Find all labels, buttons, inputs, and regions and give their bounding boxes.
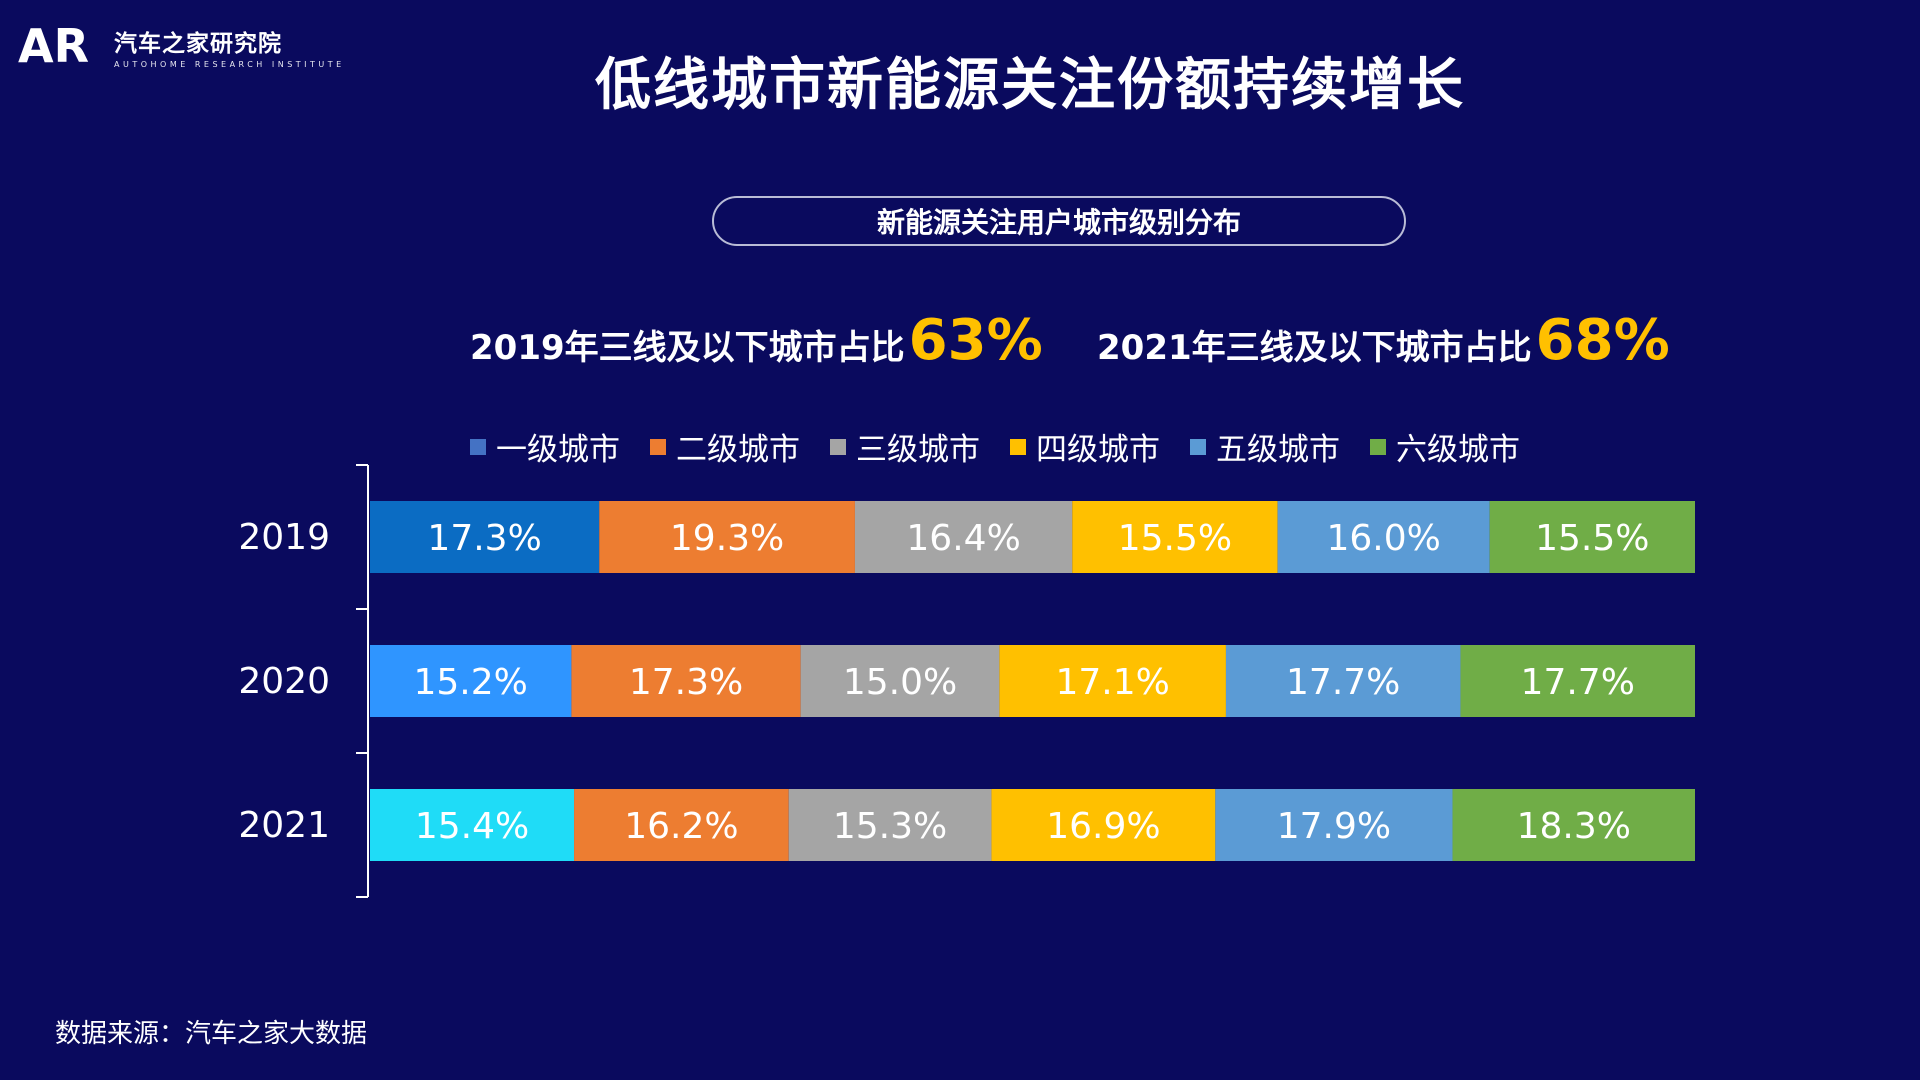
data-label-2019-2: 19.3% <box>670 518 784 559</box>
legend-item-3: 三级城市 <box>830 424 980 469</box>
legend-item-1: 一级城市 <box>470 424 620 469</box>
bar-segment-2021-6 <box>1452 789 1695 861</box>
stat-2021-value: 68% <box>1535 308 1670 373</box>
bar-segment-2019-4 <box>1072 501 1278 573</box>
data-label-2020-4: 17.1% <box>1055 662 1169 703</box>
legend-item-2: 二级城市 <box>650 424 800 469</box>
legend-swatch <box>1190 438 1206 455</box>
data-label-2019-4: 15.5% <box>1118 518 1232 559</box>
brand-text: 汽车之家研究院 AUTOHOME RESEARCH INSTITUTE <box>114 24 345 69</box>
bar-segment-2020-2 <box>571 645 801 717</box>
bar-segment-2019-2 <box>599 501 855 573</box>
legend-swatch <box>830 438 846 455</box>
svg-text:AR: AR <box>18 22 89 66</box>
legend-item-5: 五级城市 <box>1190 424 1340 469</box>
bar-segment-2019-5 <box>1277 501 1490 573</box>
data-label-2019-3: 16.4% <box>906 518 1020 559</box>
legend-label: 六级城市 <box>1396 432 1520 468</box>
category-label-2021: 2021 <box>238 805 330 846</box>
category-label-2019: 2019 <box>238 517 330 558</box>
bar-segment-2020-6 <box>1460 645 1695 717</box>
stat-2021-label: 2021年三线及以下城市占比 <box>1097 328 1532 368</box>
stat-2021: 2021年三线及以下城市占比68% <box>1097 308 1670 373</box>
bar-segment-2021-4 <box>991 789 1216 861</box>
data-label-2020-5: 17.7% <box>1286 662 1400 703</box>
bar-segment-2019-3 <box>854 501 1073 573</box>
chart-subtitle-text: 新能源关注用户城市级别分布 <box>876 206 1241 239</box>
stat-2019: 2019年三线及以下城市占比63% <box>470 308 1043 373</box>
data-label-2020-1: 15.2% <box>414 662 528 703</box>
data-label-2021-1: 15.4% <box>415 806 529 847</box>
ar-logo-icon: AR <box>18 22 89 66</box>
bar-segment-2019-6 <box>1489 501 1695 573</box>
bar-segment-2020-4 <box>999 645 1226 717</box>
stat-2019-label: 2019年三线及以下城市占比 <box>470 328 905 368</box>
data-label-2021-2: 16.2% <box>624 806 738 847</box>
data-label-2019-1: 17.3% <box>427 518 541 559</box>
legend-label: 二级城市 <box>676 432 800 468</box>
data-label-2020-6: 17.7% <box>1521 662 1635 703</box>
bar-segment-2021-1 <box>370 789 575 861</box>
data-label-2021-5: 17.9% <box>1277 806 1391 847</box>
bar-segment-2020-1 <box>370 645 572 717</box>
chart-subtitle: 新能源关注用户城市级别分布 <box>712 196 1406 246</box>
category-label-2020: 2020 <box>238 661 330 702</box>
data-source: 数据来源：汽车之家大数据 <box>55 1019 368 1049</box>
legend-swatch <box>1370 438 1386 455</box>
data-label-2021-6: 18.3% <box>1517 806 1631 847</box>
data-label-2020-3: 15.0% <box>843 662 957 703</box>
legend-swatch <box>470 438 486 455</box>
legend-swatch <box>1010 438 1026 455</box>
data-label-2019-5: 16.0% <box>1326 518 1440 559</box>
legend-label: 四级城市 <box>1036 432 1160 468</box>
legend-item-4: 四级城市 <box>1010 424 1160 469</box>
legend-label: 三级城市 <box>856 432 980 468</box>
legend-label: 一级城市 <box>496 432 620 468</box>
brand-name-en: AUTOHOME RESEARCH INSTITUTE <box>114 60 345 69</box>
bar-segment-2021-2 <box>574 789 789 861</box>
data-label-2019-6: 15.5% <box>1535 518 1649 559</box>
bar-segment-2021-5 <box>1215 789 1453 861</box>
brand-name-cn: 汽车之家研究院 <box>114 31 282 57</box>
page-title: 低线城市新能源关注份额持续增长 <box>595 53 1465 118</box>
legend-label: 五级城市 <box>1216 432 1340 468</box>
stat-2019-value: 63% <box>908 308 1043 373</box>
bar-segment-2021-3 <box>788 789 992 861</box>
legend-swatch <box>650 438 666 455</box>
legend-item-6: 六级城市 <box>1370 424 1520 469</box>
brand-logo: AR 汽车之家研究院 AUTOHOME RESEARCH INSTITUTE <box>18 22 345 69</box>
bar-segment-2019-1 <box>370 501 600 573</box>
data-label-2021-3: 15.3% <box>833 806 947 847</box>
chart-legend: 一级城市 二级城市 三级城市 四级城市 五级城市 六级城市 <box>470 424 1550 469</box>
data-label-2020-2: 17.3% <box>629 662 743 703</box>
bar-segment-2020-3 <box>800 645 1000 717</box>
bar-segment-2020-5 <box>1225 645 1461 717</box>
data-label-2021-4: 16.9% <box>1046 806 1160 847</box>
